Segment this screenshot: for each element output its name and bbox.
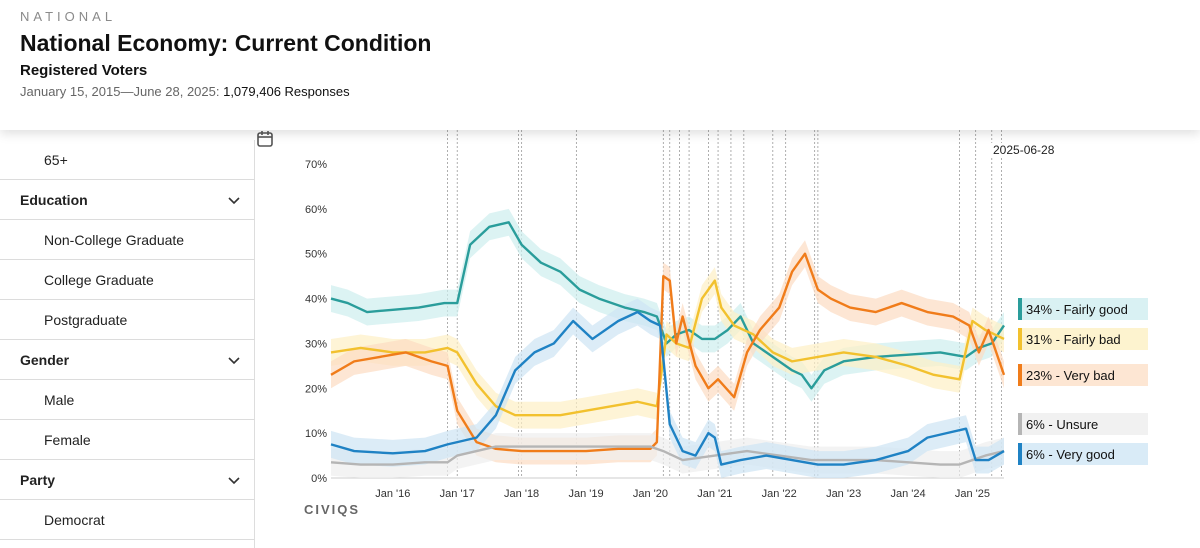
sidebar-item-non-college[interactable]: Non-College Graduate (0, 220, 255, 260)
x-tick-label: Jan '24 (890, 488, 925, 500)
chevron-down-icon (228, 476, 240, 484)
series-line (330, 310, 1005, 466)
x-tick-label: Jan '20 (633, 488, 668, 500)
sidebar-item-democrat[interactable]: Democrat (0, 500, 255, 540)
x-tick-label: Jan '23 (826, 488, 861, 500)
y-tick-label: 50% (305, 249, 327, 261)
sidebar-group-education[interactable]: Education (0, 180, 255, 220)
sidebar-item-65-plus[interactable]: 65+ (0, 140, 255, 180)
page-subtitle: Registered Voters (20, 62, 148, 79)
series-band (331, 298, 1004, 478)
date-flag: 2025-06-28 (991, 143, 1057, 157)
series-line (330, 279, 1005, 417)
sidebar-group-label: Education (20, 191, 88, 208)
page-header: NATIONAL National Economy: Current Condi… (0, 0, 1200, 130)
sidebar-group-party[interactable]: Party (0, 460, 255, 500)
series-line (330, 445, 1005, 466)
sidebar-item-label: Non-College Graduate (44, 231, 185, 248)
legend-label: 6% - Very good (1026, 446, 1115, 462)
y-tick-label: 10% (305, 428, 327, 440)
x-tick-label: Jan '16 (375, 488, 410, 500)
filter-sidebar: 65+ Education Non-College Graduate Colle… (0, 140, 255, 548)
sidebar-item-label: Democrat (44, 511, 105, 528)
legend-swatch (1018, 364, 1022, 386)
chevron-down-icon (228, 356, 240, 364)
series-band (331, 267, 1004, 429)
y-tick-label: 0% (311, 473, 327, 485)
sidebar-item-college[interactable]: College Graduate (0, 260, 255, 300)
sidebar-item-male[interactable]: Male (0, 380, 255, 420)
legend-item[interactable]: 34% - Fairly good (1018, 298, 1148, 320)
legend-label: 34% - Fairly good (1026, 301, 1128, 317)
civiqs-logo: CIVIQS (304, 502, 361, 517)
chevron-down-icon (228, 196, 240, 204)
sidebar-item-label: College Graduate (44, 271, 154, 288)
x-tick-label: Jan '22 (762, 488, 797, 500)
kicker: NATIONAL (20, 9, 117, 24)
legend-swatch (1018, 443, 1022, 465)
y-tick-label: 30% (305, 338, 327, 350)
sidebar-item-label: Female (44, 431, 91, 448)
legend-item[interactable]: 23% - Very bad (1018, 364, 1148, 386)
sidebar-item-female[interactable]: Female (0, 420, 255, 460)
sidebar-item-label: 65+ (44, 151, 68, 168)
legend-item[interactable]: 6% - Very good (1018, 443, 1148, 465)
y-tick-label: 60% (305, 204, 327, 216)
line-chart: 0% 10% 20% 30% 40% 50% 60% 70% Jan '16 Jan '17 Jan… (256, 130, 1200, 548)
y-tick-label: 20% (305, 383, 327, 395)
page-title: National Economy: Current Condition (20, 30, 432, 56)
sidebar-item-postgraduate[interactable]: Postgraduate (0, 300, 255, 340)
legend-swatch (1018, 413, 1022, 435)
legend-item[interactable]: 6% - Unsure (1018, 413, 1148, 435)
x-tick-label: Jan '17 (440, 488, 475, 500)
sidebar-group-gender[interactable]: Gender (0, 340, 255, 380)
chart-canvas: 0% 10% 20% 30% 40% 50% 60% 70% Jan '16 Jan '17 Jan… (305, 130, 1006, 500)
legend-label: 6% - Unsure (1026, 416, 1099, 432)
legend-swatch (1018, 298, 1022, 320)
x-tick-label: Jan '19 (568, 488, 603, 500)
calendar-icon[interactable] (256, 130, 274, 148)
legend-label: 31% - Fairly bad (1026, 331, 1121, 347)
legend-label: 23% - Very bad (1026, 367, 1115, 383)
series-line (330, 221, 1005, 390)
y-tick-label: 70% (305, 159, 327, 171)
sidebar-group-label: Gender (20, 351, 70, 368)
response-count: 1,079,406 Responses (223, 84, 350, 99)
legend-swatch (1018, 328, 1022, 350)
sidebar-item-label: Postgraduate (44, 311, 128, 328)
legend-item[interactable]: 31% - Fairly bad (1018, 328, 1148, 350)
x-tick-label: Jan '18 (504, 488, 539, 500)
x-tick-label: Jan '25 (955, 488, 990, 500)
y-tick-label: 40% (305, 294, 327, 306)
sidebar-group-label: Party (20, 471, 56, 488)
series-band (331, 240, 1004, 465)
date-range: January 15, 2015—June 28, 2025: 1,079,40… (20, 84, 350, 99)
x-tick-label: Jan '21 (697, 488, 732, 500)
sidebar-item-label: Male (44, 391, 75, 408)
series-line (330, 252, 1006, 453)
date-range-text: January 15, 2015—June 28, 2025: (20, 84, 224, 99)
